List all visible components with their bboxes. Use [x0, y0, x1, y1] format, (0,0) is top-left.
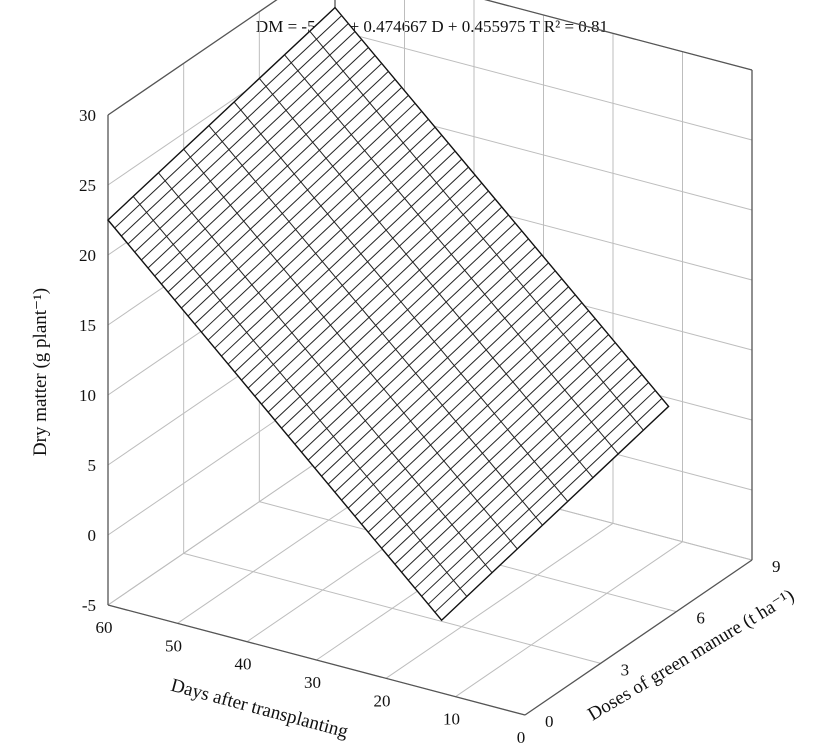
- y-tick-label: 6: [696, 609, 705, 628]
- surface-mesh-line: [334, 278, 563, 493]
- y-tick-label: 3: [621, 660, 630, 679]
- surface-mesh-line: [208, 125, 543, 526]
- surface-mesh-line: [167, 79, 396, 293]
- y-axis-label: Doses of green manure (t ha⁻¹): [584, 585, 798, 725]
- x-tick-label: 60: [96, 618, 113, 637]
- surface-mesh-line: [341, 286, 569, 501]
- z-tick-label: 30: [79, 106, 96, 125]
- surface-mesh-line: [161, 71, 389, 285]
- surface-mesh-line: [154, 63, 383, 277]
- surface-mesh-line: [201, 118, 429, 333]
- surface-mesh-line: [407, 366, 636, 581]
- surface-mesh-line: [294, 230, 523, 445]
- surface-mesh-line: [207, 126, 436, 341]
- response-surface: [107, 6, 670, 622]
- surface-mesh-line: [114, 15, 343, 229]
- floor-grid-line: [385, 522, 614, 679]
- surface-mesh-line: [247, 174, 476, 389]
- z-tick-label: 25: [79, 176, 96, 195]
- y-tick-label: 9: [772, 557, 781, 576]
- surface-mesh-line: [227, 150, 456, 365]
- x-tick-label: 20: [374, 691, 391, 710]
- wall-grid-line: [107, 449, 336, 606]
- surface-mesh-line: [421, 382, 649, 597]
- x-tick-label: 30: [304, 673, 321, 692]
- tick-labels: -5 0 5 10 15 20 25 30 0 10 20 30 40 50 60 0 3 6 9: [79, 106, 781, 747]
- surface-mesh-line: [361, 310, 589, 525]
- surface-mesh-line: [347, 294, 576, 509]
- surface-mesh-line: [134, 39, 363, 253]
- frame-edge: [484, 0, 753, 71]
- frame-edge: [107, 0, 278, 116]
- surface-mesh-line: [127, 31, 356, 245]
- surface-mesh-line: [254, 182, 483, 397]
- surface-mesh-line: [181, 94, 409, 309]
- surface-mesh-line: [301, 238, 529, 453]
- surface-mesh-line: [427, 390, 656, 605]
- x-tick-label: 10: [443, 710, 460, 729]
- surface-mesh-line: [234, 158, 463, 373]
- surface-mesh-line: [381, 334, 609, 549]
- surface-mesh-line: [241, 166, 469, 381]
- floor-grid-line: [183, 552, 601, 664]
- x-tick-label: 50: [165, 636, 182, 655]
- surface-mesh-line: [267, 198, 496, 413]
- surface-mesh-line: [387, 342, 616, 557]
- surface-mesh-line: [194, 110, 423, 325]
- surface-mesh-line: [258, 78, 594, 478]
- surface-mesh-line: [327, 270, 556, 485]
- surface-mesh-line: [187, 102, 416, 317]
- surface-mesh-line: [401, 358, 629, 573]
- z-tick-label: 15: [79, 316, 96, 335]
- surface-mesh-line: [321, 262, 549, 477]
- y-tick-label: 0: [545, 712, 554, 731]
- surface-mesh-line: [434, 398, 663, 613]
- surface-mesh-line: [141, 47, 369, 261]
- x-axis-label: Days after transplanting: [169, 675, 351, 743]
- z-tick-label: 10: [79, 386, 96, 405]
- surface-mesh-line: [174, 86, 403, 301]
- surface-mesh-line: [233, 101, 569, 502]
- surface-mesh-line: [414, 374, 643, 589]
- floor-grid-line: [455, 541, 683, 698]
- surface-mesh-line: [261, 190, 489, 405]
- surface-mesh-line: [309, 30, 644, 431]
- surface-mesh-line: [221, 142, 449, 357]
- z-tick-label: -5: [82, 596, 96, 615]
- surface-mesh-line: [367, 318, 596, 533]
- surface-mesh-line: [307, 246, 536, 461]
- surface-mesh-line: [214, 134, 443, 349]
- z-tick-label: 20: [79, 246, 96, 265]
- surface-mesh-line: [147, 55, 376, 269]
- surface-mesh-line: [314, 254, 543, 469]
- z-axis-label: Dry matter (g plant⁻¹): [30, 288, 51, 456]
- x-tick-label: 40: [235, 655, 252, 674]
- surface-mesh-line: [284, 54, 619, 455]
- surface-mesh-line: [287, 222, 516, 437]
- surface-mesh-line: [183, 148, 518, 550]
- surface-mesh-line: [121, 23, 349, 237]
- z-tick-label: 0: [88, 526, 97, 545]
- surface-mesh-line: [274, 206, 503, 421]
- frame-edge: [524, 559, 753, 716]
- surface-mesh-line: [374, 326, 603, 541]
- surface-mesh-line: [394, 350, 623, 565]
- frame-edge: [107, 604, 526, 716]
- surface-mesh-line: [132, 196, 468, 597]
- surface-mesh-line: [354, 302, 583, 517]
- surface-mesh-line: [158, 172, 493, 574]
- surface-mesh-line: [281, 214, 509, 429]
- x-tick-label: 0: [517, 728, 526, 747]
- z-tick-label: 5: [88, 456, 97, 475]
